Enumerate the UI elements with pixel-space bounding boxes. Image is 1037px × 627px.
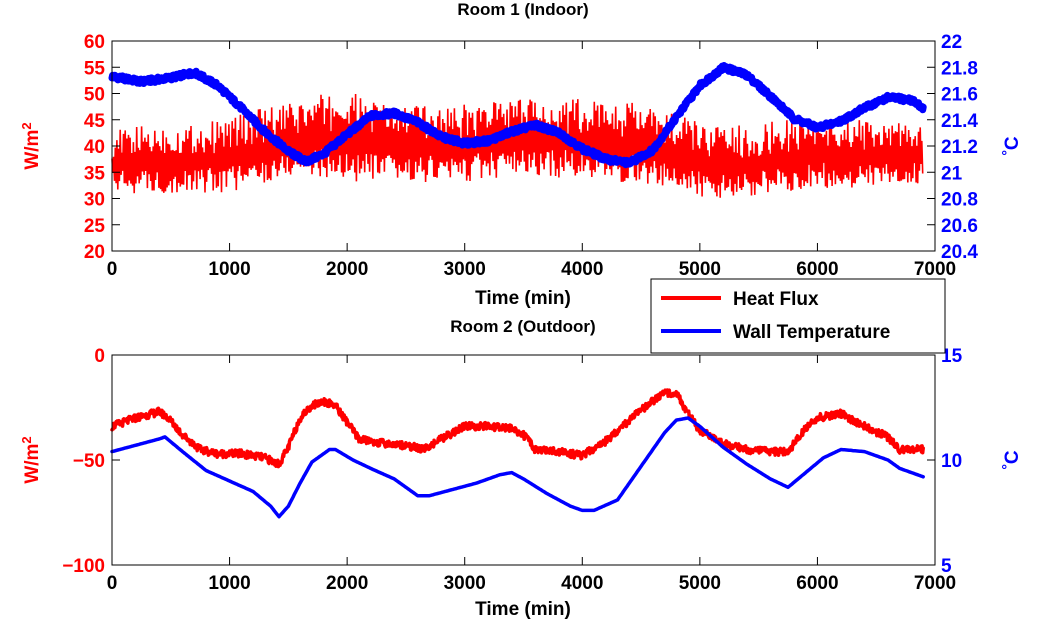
y-left-tick-label: −50 [73, 451, 105, 472]
y-right-tick-label: 20.8 [941, 190, 978, 211]
series-line-wall-temperature [110, 416, 925, 519]
y-left-tick-label: 30 [84, 190, 105, 211]
panel-2-ylabel-left: W/m2 [19, 436, 43, 483]
x-tick-label: 2000 [326, 573, 368, 594]
y-left-tick-label: 50 [84, 85, 105, 106]
legend-box [650, 278, 946, 354]
y-left-tick-label: 0 [94, 346, 105, 367]
panel-2-series-layer [110, 388, 925, 519]
panel-room-1: Room 1 (Indoor) 0 1000 2000 3000 4000 5000 600… [19, 0, 1023, 309]
y-right-tick-label: 20.6 [941, 216, 978, 237]
x-tick-label: 0 [107, 573, 118, 594]
y-left-tick-label: 60 [84, 32, 105, 53]
y-right-tick-label: 21 [941, 163, 963, 184]
legend-label-heat-flux: Heat Flux [733, 289, 819, 310]
x-tick-label: 0 [107, 259, 118, 280]
panel-1-ylabel-left: W/m2 [19, 122, 43, 169]
x-tick-label: 4000 [561, 573, 603, 594]
y-left-tick-label: 20 [84, 242, 105, 263]
y-right-tick-label: 21.8 [941, 58, 978, 79]
panel-1-xlabel: Time (min) [475, 288, 571, 309]
y-right-tick-label: 21.4 [941, 111, 978, 132]
y-right-tick-label: 20.4 [941, 242, 978, 263]
y-left-tick-label: 35 [84, 163, 106, 184]
panel-1-series-layer [108, 62, 927, 198]
panel-2-xlabel: Time (min) [475, 599, 571, 620]
x-tick-label: 5000 [679, 259, 721, 280]
y-right-tick-label: 21.6 [941, 85, 978, 106]
y-right-tick-label: 10 [941, 451, 962, 472]
panel-2-plot-area [112, 355, 935, 565]
panel-1-ylabel-right: °C [999, 136, 1023, 156]
legend-label-wall-temperature: Wall Temperature [733, 322, 890, 343]
x-tick-label: 7000 [914, 259, 956, 280]
x-tick-label: 5000 [679, 573, 721, 594]
x-tick-label: 2000 [326, 259, 368, 280]
y-left-tick-label: 45 [84, 111, 106, 132]
panel-room-2: Room 2 (Outdoor) 0 1000 2000 3000 4000 5000 60… [19, 317, 1023, 620]
x-tick-label: 4000 [561, 259, 603, 280]
panel-2-title: Room 2 (Outdoor) [450, 317, 595, 336]
y-left-tick-label: 40 [84, 137, 105, 158]
x-tick-label: 6000 [796, 259, 838, 280]
x-tick-label: 3000 [444, 573, 486, 594]
series-line-heat-flux [110, 388, 925, 469]
y-left-tick-label: 25 [84, 216, 106, 237]
x-tick-label: 6000 [796, 573, 838, 594]
x-tick-label: 1000 [208, 259, 250, 280]
y-right-tick-label: 22 [941, 32, 962, 53]
y-right-tick-label: 15 [941, 346, 963, 367]
legend: Heat Flux Wall Temperature [650, 278, 946, 354]
y-right-tick-label: 5 [941, 556, 952, 577]
x-tick-label: 1000 [208, 573, 250, 594]
y-right-tick-label: 21.2 [941, 137, 978, 158]
panel-2-ylabel-right: °C [999, 450, 1023, 470]
y-left-tick-label: −100 [62, 556, 105, 577]
panel-1-title: Room 1 (Indoor) [457, 0, 588, 19]
series-line-heat-flux [111, 93, 924, 198]
x-tick-label: 3000 [444, 259, 486, 280]
y-left-tick-label: 55 [84, 58, 106, 79]
series-line-wall-temperature [108, 62, 927, 169]
panel-2-axes-layer: 0 1000 2000 3000 4000 5000 6000 7000 −100 −50 0 5 10… [62, 346, 962, 594]
x-tick-label: 7000 [914, 573, 956, 594]
panel-1-axes-layer: 0 1000 2000 3000 4000 5000 6000 7000 20 25 30 35 40 4… [84, 32, 979, 280]
